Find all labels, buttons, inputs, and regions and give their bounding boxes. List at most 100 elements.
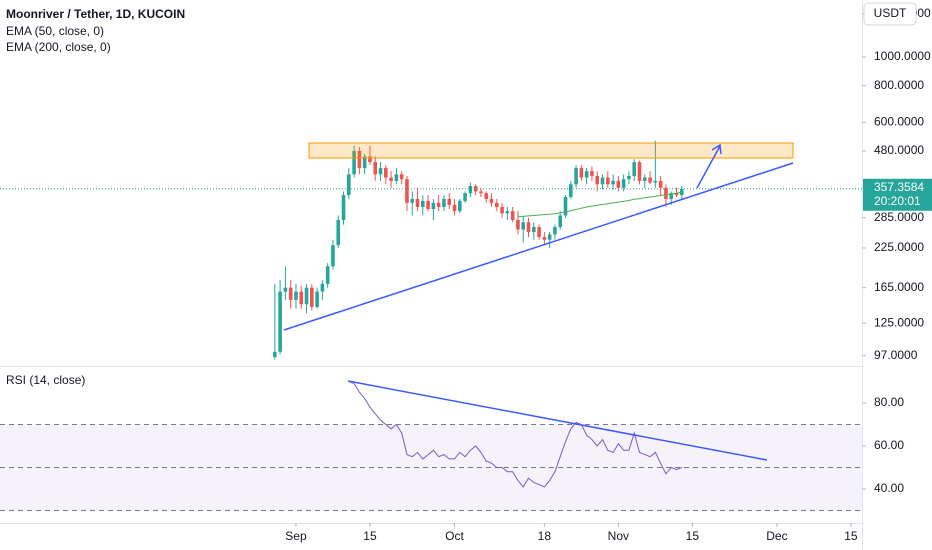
candle-body <box>611 180 615 185</box>
indicator-label: EMA (200, close, 0) <box>6 40 111 54</box>
candle-body <box>410 198 415 203</box>
candle-body <box>468 186 473 194</box>
indicator-label: EMA (50, close, 0) <box>6 24 104 38</box>
candle-body <box>637 162 642 181</box>
candle-body <box>352 150 356 175</box>
candle-body <box>373 162 378 175</box>
candle-body <box>484 193 489 199</box>
rsi-band-group <box>0 423 862 512</box>
candle-body <box>537 227 541 238</box>
rsi-tick-label: 60.00 <box>874 438 904 452</box>
candle-body <box>521 222 526 230</box>
countdown-label: 20:20:01 <box>874 194 921 208</box>
candle-body <box>547 234 552 240</box>
candle-body <box>642 177 647 181</box>
candle-body <box>553 227 557 235</box>
candle-body <box>447 198 452 205</box>
resistance-zone <box>308 142 794 159</box>
candle-body <box>442 198 446 207</box>
candle-body <box>452 204 457 212</box>
candle-body <box>648 177 652 183</box>
candle-body <box>653 180 658 183</box>
y-tick-label: 97.0000 <box>874 348 918 362</box>
candle-body <box>347 174 351 196</box>
candle-body <box>394 174 399 181</box>
candle-body <box>315 291 319 307</box>
candle-body <box>304 287 309 305</box>
candle-body <box>558 215 563 228</box>
candle-body <box>299 291 304 305</box>
candle-body <box>516 219 520 230</box>
y-tick-label: 600.0000 <box>874 115 924 129</box>
candle-body <box>473 186 478 192</box>
candle-body <box>463 193 467 201</box>
x-tick-label: 15 <box>363 529 377 543</box>
candle-body <box>273 351 277 358</box>
y-tick-label: 800.0000 <box>874 78 924 92</box>
candle-body <box>283 287 288 292</box>
rsi-trendline <box>347 380 768 461</box>
candle-body <box>595 175 600 185</box>
candle-body <box>542 237 547 240</box>
currency-label: USDT <box>874 6 907 20</box>
candle-body <box>579 168 584 178</box>
candle-body <box>378 168 383 175</box>
candle-body <box>384 168 388 178</box>
x-tick-label: Dec <box>766 529 787 543</box>
plot <box>0 140 862 488</box>
y-tick-label: 125.0000 <box>874 315 924 329</box>
x-tick-label: Sep <box>285 529 307 543</box>
support-trendline <box>283 162 794 331</box>
candle-body <box>563 197 568 216</box>
candle-body <box>574 168 578 185</box>
candle-body <box>458 200 462 212</box>
rsi-line <box>348 380 682 488</box>
y-tick-label: 165.0000 <box>874 280 924 294</box>
candle-body <box>421 200 425 207</box>
currency-badge <box>863 2 917 26</box>
candle-body <box>362 156 367 169</box>
candle-body <box>310 287 314 307</box>
chart-title: Moonriver / Tether, 1D, KUCOIN <box>6 7 185 21</box>
candle-body <box>431 202 436 210</box>
x-tick-label: 18 <box>538 529 552 543</box>
rsi-background <box>0 424 862 511</box>
arrow-head <box>711 143 722 155</box>
candle-body <box>479 191 483 194</box>
x-tick-label: 15 <box>844 529 858 543</box>
rsi-tick-label: 80.00 <box>874 395 904 409</box>
candle-body <box>621 179 626 188</box>
candle-body <box>616 180 621 188</box>
candle-body <box>605 177 610 185</box>
candle-body <box>627 175 631 180</box>
last-price-badge <box>863 178 932 211</box>
candle-body <box>389 177 393 181</box>
candle-body <box>331 245 335 267</box>
candle-body <box>336 219 341 246</box>
candle-body <box>510 211 515 220</box>
candle-body <box>288 287 293 300</box>
candle-body <box>590 171 594 176</box>
candle-body <box>669 193 674 199</box>
y-tick-label: 225.0000 <box>874 240 924 254</box>
rsi-tick-label: 40.00 <box>874 481 904 495</box>
candle-body <box>584 171 589 178</box>
candle-body <box>664 187 668 199</box>
x-tick-label: Oct <box>445 529 464 543</box>
ema-line <box>517 191 682 218</box>
candle-body <box>357 150 362 169</box>
candle-body <box>674 193 679 196</box>
candle-body <box>278 291 282 352</box>
candle-body <box>531 227 536 232</box>
rsi-title: RSI (14, close) <box>6 373 85 387</box>
candle-body <box>320 283 325 292</box>
candle-body <box>679 188 684 196</box>
candle-body <box>341 195 346 220</box>
candle-body <box>500 206 504 214</box>
projection-arrow <box>696 145 721 189</box>
candle-body <box>494 202 499 207</box>
candle-body <box>325 266 330 284</box>
y-tick-label: 480.0000 <box>874 143 924 157</box>
candle-body <box>658 180 663 188</box>
